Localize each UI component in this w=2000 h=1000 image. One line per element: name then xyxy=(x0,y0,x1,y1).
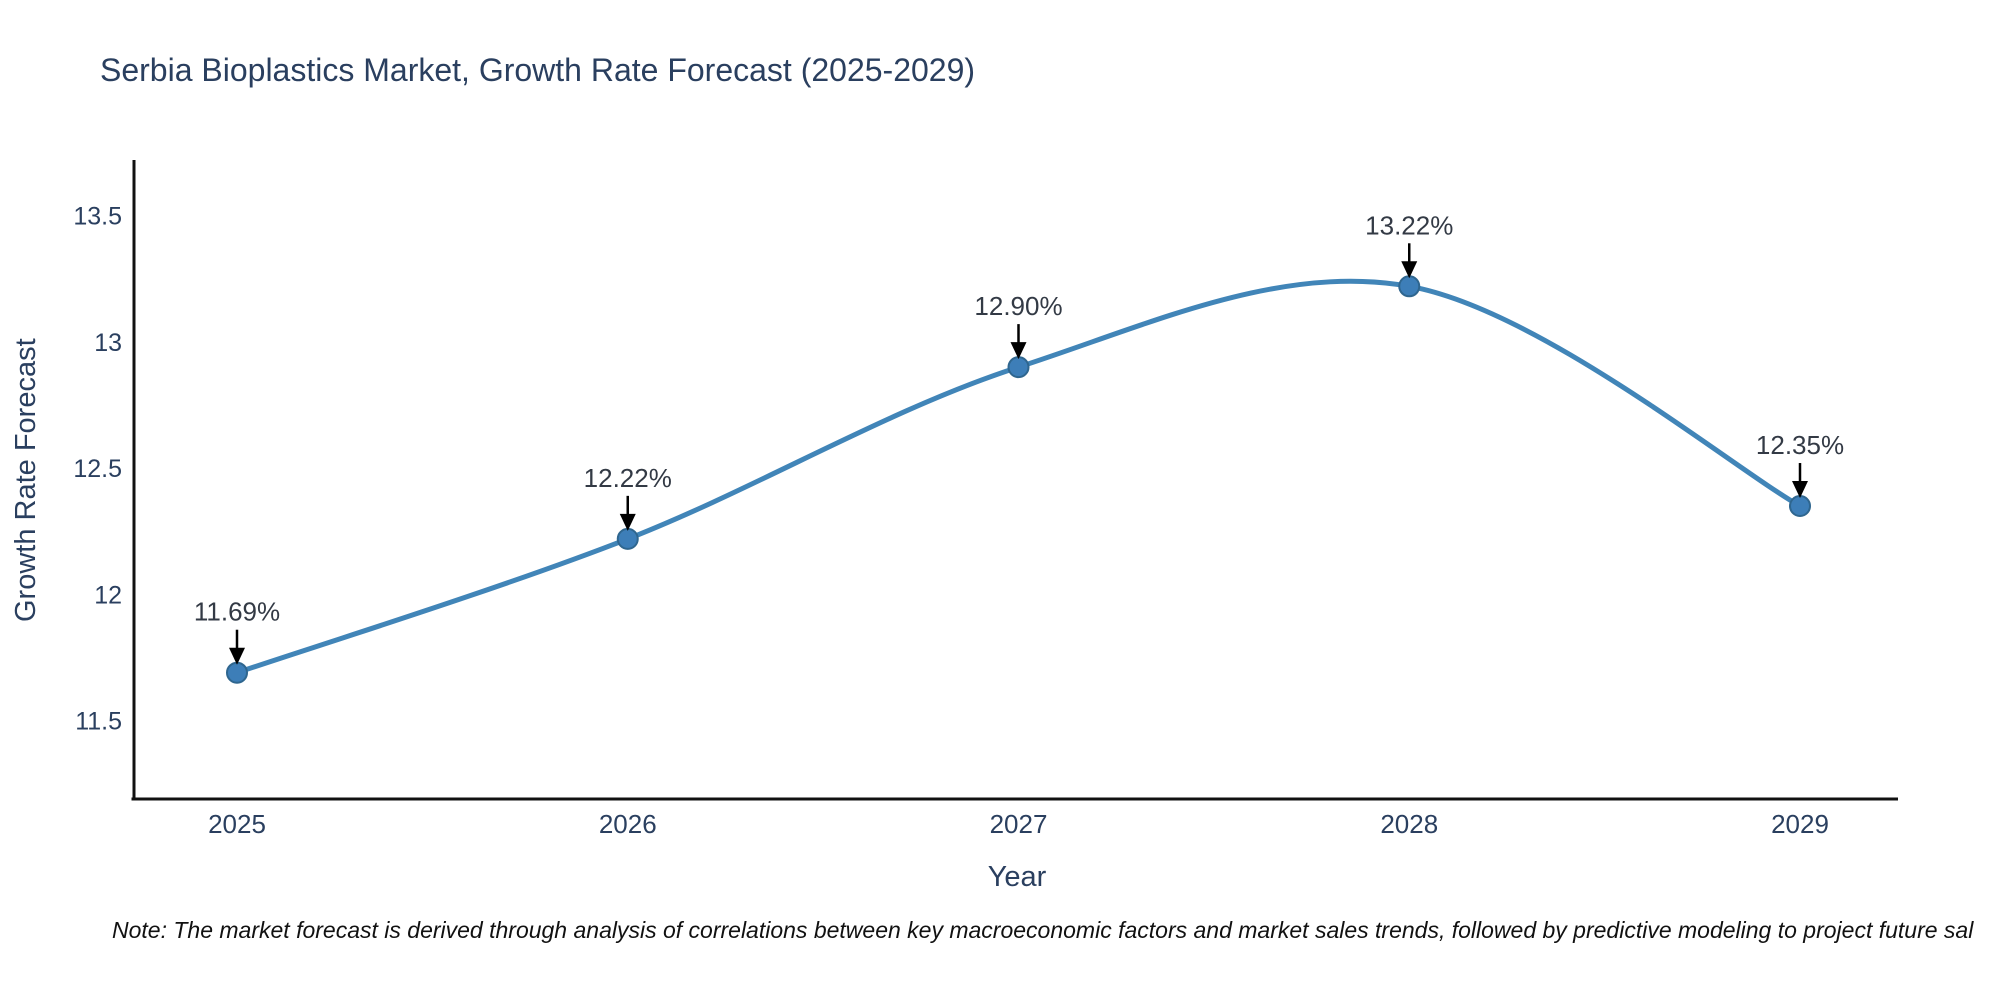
data-point-marker xyxy=(226,661,248,684)
annotation-label: 12.35% xyxy=(1756,430,1844,460)
y-tick-label: 13 xyxy=(94,329,122,357)
annotation-arrow-head xyxy=(1792,481,1808,499)
x-axis-title: Year xyxy=(987,861,1047,893)
annotation-label: 12.90% xyxy=(974,291,1062,321)
x-tick-label: 2027 xyxy=(990,809,1048,839)
annotation-arrow-head xyxy=(229,647,245,665)
annotation-label: 12.22% xyxy=(584,463,672,493)
data-point-marker xyxy=(616,527,639,550)
data-point-marker xyxy=(1789,495,1811,517)
y-tick-label: 12.5 xyxy=(73,455,122,483)
footnote: Note: The market forecast is derived thr… xyxy=(112,917,1974,943)
y-tick-label: 12 xyxy=(94,581,122,609)
annotation-arrow-head xyxy=(619,513,636,531)
y-tick-label: 11.5 xyxy=(75,708,122,736)
x-tick-label: 2029 xyxy=(1771,809,1829,839)
x-tick-label: 2025 xyxy=(208,809,266,839)
data-point-marker xyxy=(1007,356,1030,379)
annotation-label: 13.22% xyxy=(1365,210,1453,240)
annotation-label: 11.69% xyxy=(194,597,280,627)
x-tick-label: 2026 xyxy=(599,809,657,839)
data-point-marker xyxy=(1398,275,1421,298)
chart-title: Serbia Bioplastics Market, Growth Rate F… xyxy=(100,52,976,88)
annotation-arrow-head xyxy=(1010,342,1027,360)
annotation-arrow-head xyxy=(1401,261,1418,279)
x-tick-label: 2028 xyxy=(1380,809,1438,839)
y-tick-label: 13.5 xyxy=(73,203,122,231)
